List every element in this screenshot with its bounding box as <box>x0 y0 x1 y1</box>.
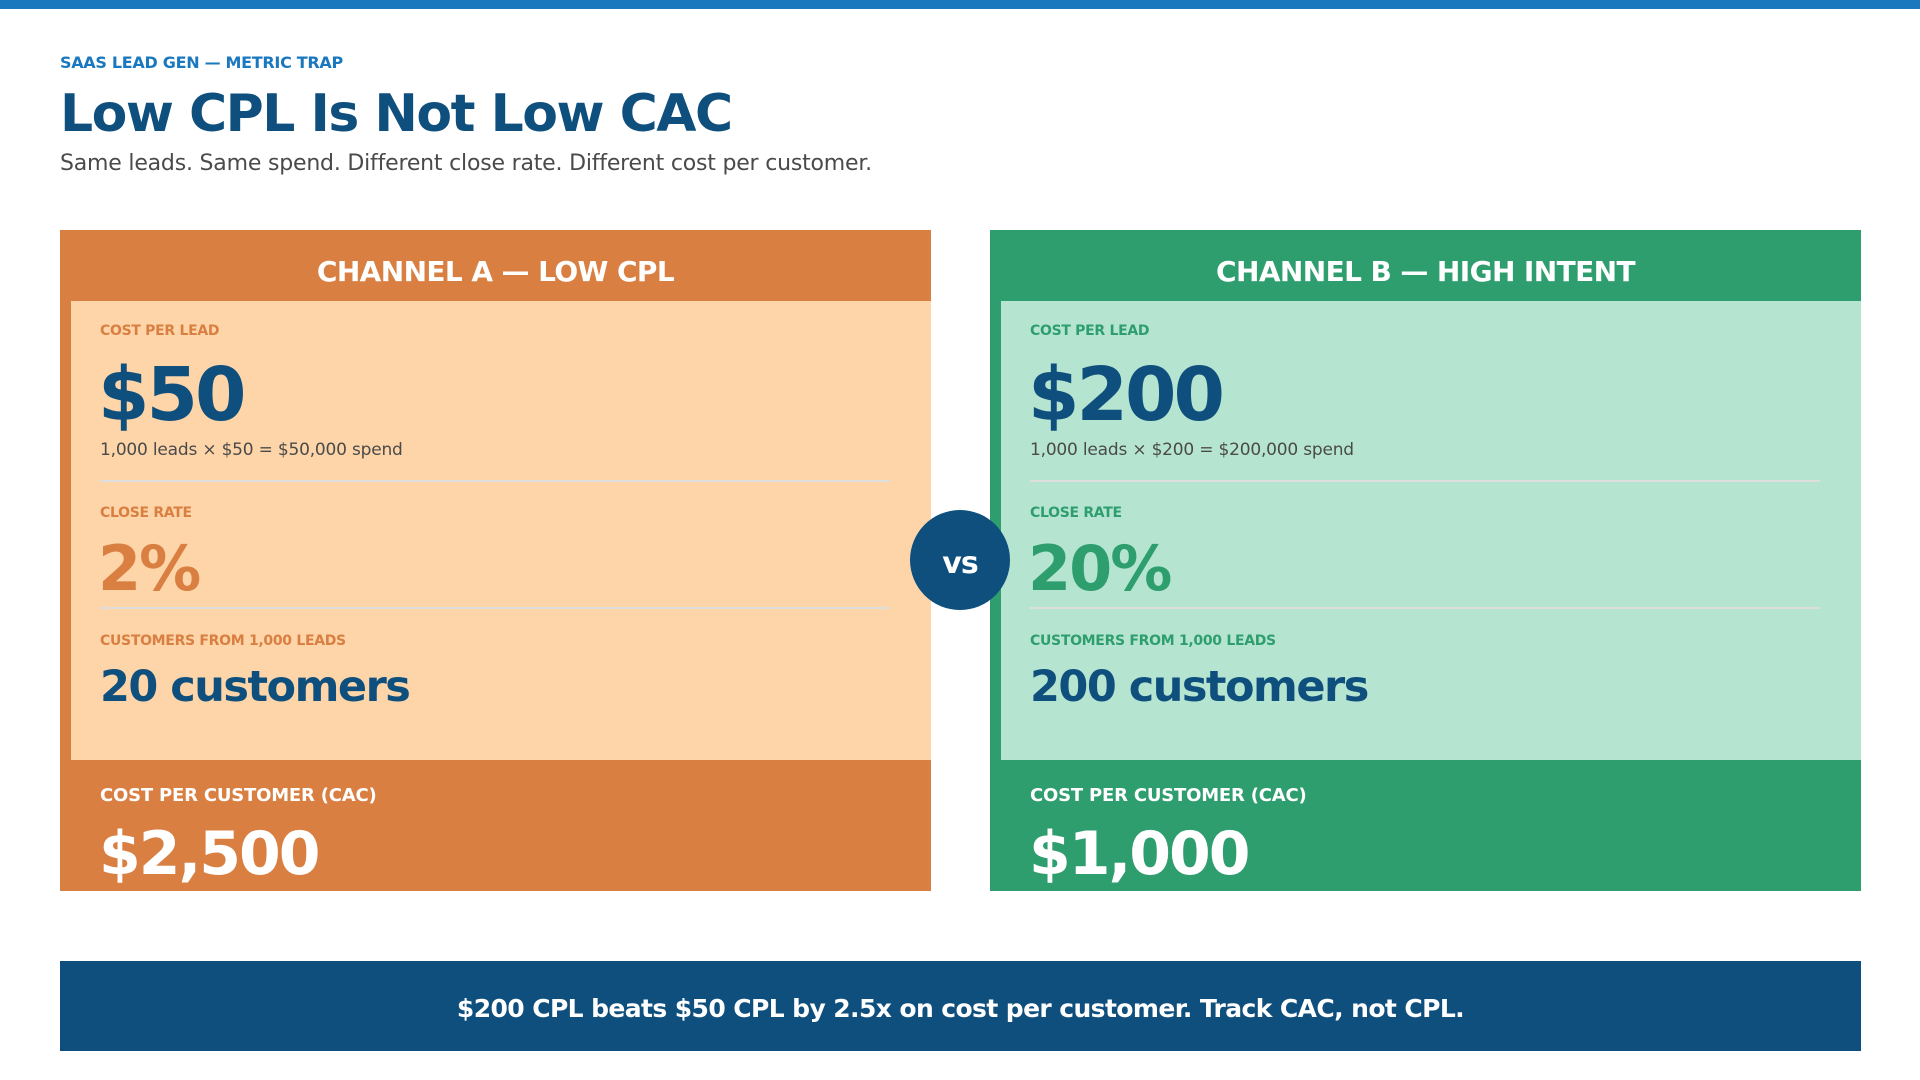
eyebrow-label: SAAS LEAD GEN — METRIC TRAP <box>60 53 343 72</box>
cpl-label: COST PER LEAD <box>100 323 220 339</box>
channel-a-card: CHANNEL A — LOW CPL COST PER LEAD $50 1,… <box>60 230 931 891</box>
vs-badge: vs <box>910 510 1010 610</box>
channel-b-body: COST PER LEAD $200 1,000 leads × $200 = … <box>1001 301 1861 760</box>
cpl-value: $50 <box>98 352 246 438</box>
cac-value: $2,500 <box>99 819 321 889</box>
close-rate-value: 20% <box>1028 532 1172 605</box>
divider <box>1030 480 1820 482</box>
cpl-value: $200 <box>1028 352 1225 438</box>
customers-label: CUSTOMERS FROM 1,000 LEADS <box>100 633 346 649</box>
divider <box>1030 607 1820 609</box>
cpl-detail: 1,000 leads × $50 = $50,000 spend <box>100 440 403 460</box>
channel-b-cac-footer: COST PER CUSTOMER (CAC) $1,000 <box>990 760 1861 891</box>
divider <box>100 480 890 482</box>
close-rate-label: CLOSE RATE <box>100 505 192 521</box>
close-rate-label: CLOSE RATE <box>1030 505 1122 521</box>
cac-label: COST PER CUSTOMER (CAC) <box>100 785 377 806</box>
divider <box>100 607 890 609</box>
takeaway-banner: $200 CPL beats $50 CPL by 2.5x on cost p… <box>60 961 1861 1051</box>
customers-label: CUSTOMERS FROM 1,000 LEADS <box>1030 633 1276 649</box>
close-rate-value: 2% <box>98 532 201 605</box>
cpl-label: COST PER LEAD <box>1030 323 1150 339</box>
cpl-detail: 1,000 leads × $200 = $200,000 spend <box>1030 440 1354 460</box>
channel-a-cac-footer: COST PER CUSTOMER (CAC) $2,500 <box>60 760 931 891</box>
page-title: Low CPL Is Not Low CAC <box>60 84 733 144</box>
customers-value: 20 customers <box>100 662 411 712</box>
top-accent-bar <box>0 0 1920 9</box>
channel-b-card: CHANNEL B — HIGH INTENT COST PER LEAD $2… <box>990 230 1861 891</box>
channel-a-body: COST PER LEAD $50 1,000 leads × $50 = $5… <box>71 301 931 760</box>
page-subtitle: Same leads. Same spend. Different close … <box>60 151 872 176</box>
channel-a-heading: CHANNEL A — LOW CPL <box>316 255 675 288</box>
customers-value: 200 customers <box>1030 662 1369 712</box>
cac-label: COST PER CUSTOMER (CAC) <box>1030 785 1307 806</box>
cac-value: $1,000 <box>1029 819 1251 889</box>
channel-b-heading: CHANNEL B — HIGH INTENT <box>1216 255 1636 288</box>
